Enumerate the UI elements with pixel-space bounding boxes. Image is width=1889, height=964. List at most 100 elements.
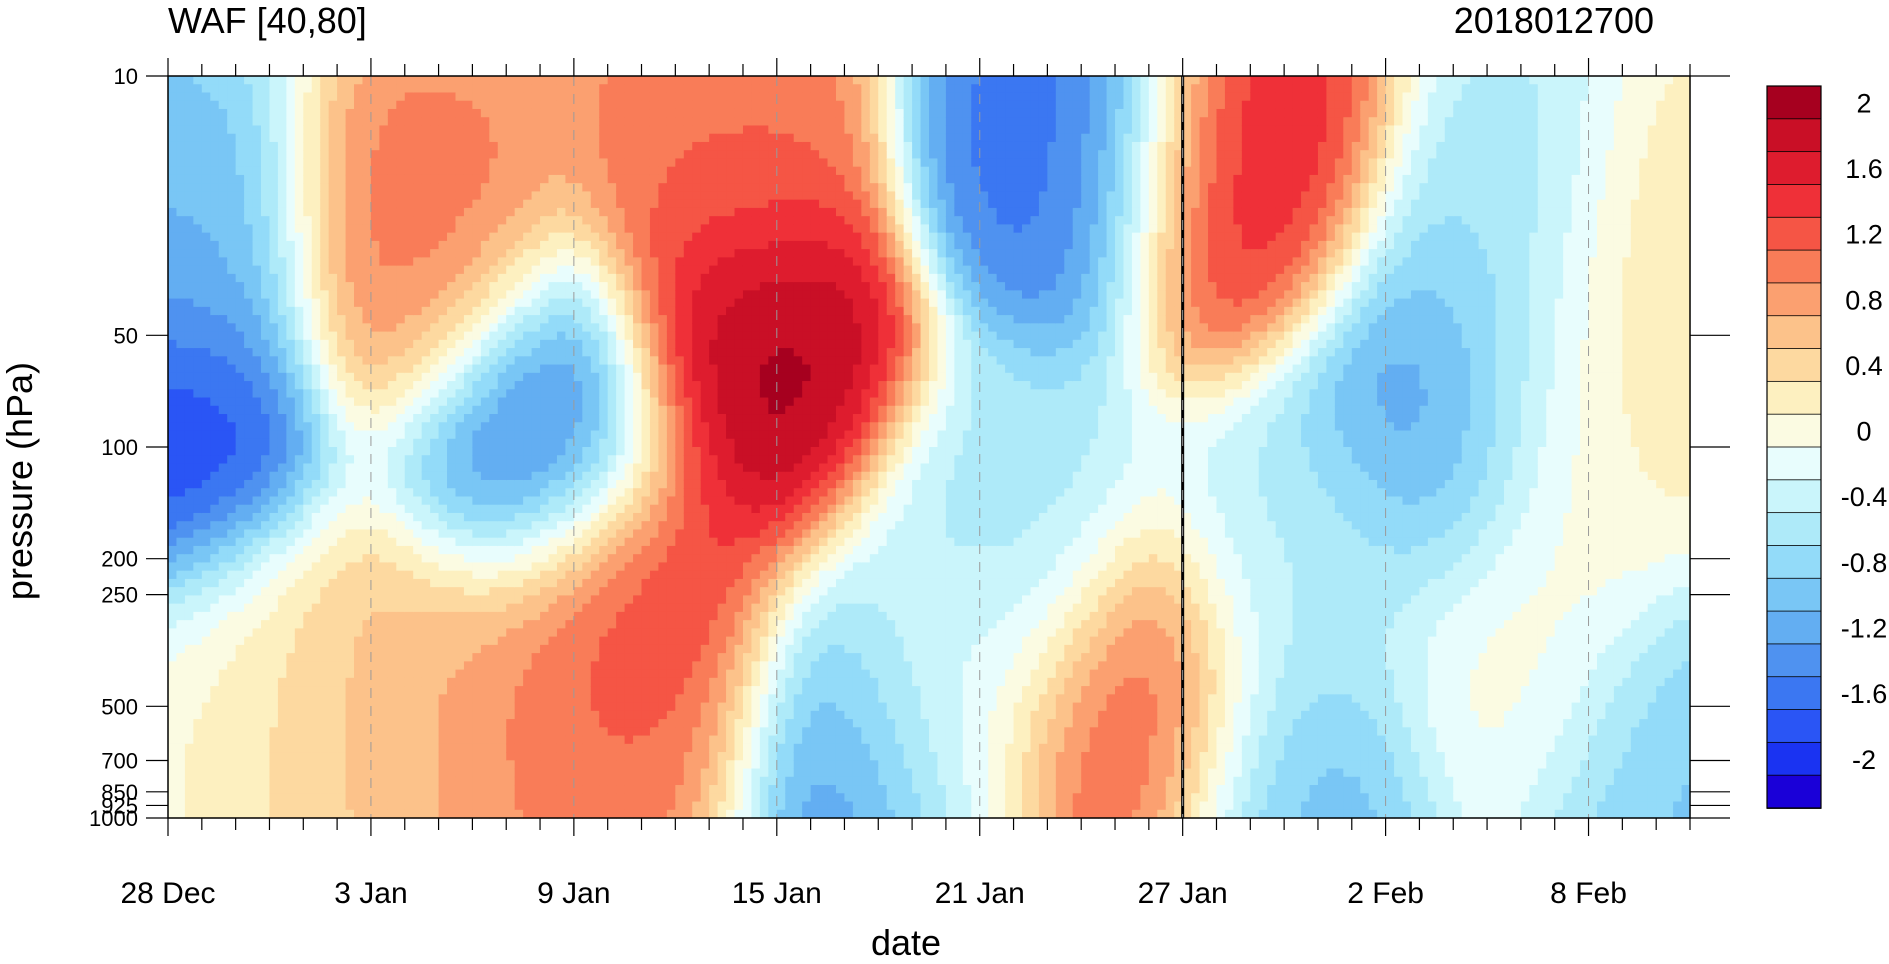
field-cell — [565, 166, 575, 176]
field-cell — [168, 158, 178, 168]
field-cell — [396, 512, 406, 522]
field-cell — [252, 199, 262, 209]
field-cell — [396, 356, 406, 366]
field-cell — [261, 463, 271, 473]
field-cell — [556, 620, 567, 629]
field-cell — [362, 199, 372, 209]
field-cell — [455, 298, 465, 308]
field-cell — [354, 463, 364, 473]
field-cell — [413, 587, 423, 596]
field-cell — [176, 315, 186, 324]
field-cell — [565, 125, 575, 135]
field-cell — [201, 422, 211, 432]
field-cell — [328, 191, 338, 201]
field-cell — [489, 117, 499, 127]
field-cell — [455, 471, 465, 481]
field-cell — [489, 298, 499, 308]
field-cell — [396, 554, 406, 564]
field-cell — [387, 141, 397, 151]
field-cell — [176, 727, 186, 737]
field-cell — [320, 488, 330, 498]
field-cell — [303, 158, 313, 168]
field-cell — [218, 809, 228, 819]
field-cell — [430, 158, 440, 168]
field-cell — [404, 694, 414, 704]
field-cell — [565, 298, 575, 308]
field-cell — [590, 364, 600, 374]
field-cell — [286, 430, 296, 440]
field-cell — [354, 512, 364, 522]
field-cell — [506, 562, 516, 572]
field-cell — [624, 414, 634, 423]
field-cell — [455, 768, 465, 778]
field-cell — [396, 397, 406, 407]
field-cell — [421, 785, 431, 794]
field-cell — [590, 405, 600, 415]
field-cell — [379, 669, 389, 679]
field-cell — [193, 496, 203, 506]
field-cell — [227, 125, 237, 135]
field-cell — [379, 141, 389, 151]
field-cell — [244, 249, 254, 258]
field-cell — [261, 562, 271, 572]
field-cell — [421, 636, 431, 646]
field-cell — [506, 92, 516, 102]
field-cell — [252, 224, 262, 234]
field-cell — [480, 348, 490, 357]
field-cell — [480, 364, 490, 374]
field-cell — [261, 183, 271, 193]
field-cell — [556, 92, 567, 102]
field-cell — [201, 232, 211, 242]
field-cell — [447, 199, 457, 209]
field-cell — [261, 521, 271, 531]
field-cell — [320, 438, 330, 448]
field-cell — [345, 628, 355, 638]
field-cell — [362, 702, 372, 712]
field-cell — [210, 727, 220, 737]
field-cell — [235, 100, 245, 110]
field-cell — [540, 125, 550, 135]
field-cell — [227, 216, 237, 225]
field-cell — [235, 306, 245, 316]
field-cell — [514, 100, 524, 110]
field-cell — [387, 760, 397, 770]
field-cell — [506, 298, 516, 308]
field-cell — [294, 257, 304, 267]
field-cell — [320, 710, 330, 720]
field-cell — [633, 331, 643, 341]
field-cell — [286, 545, 296, 555]
field-cell — [616, 611, 626, 621]
field-cell — [573, 719, 583, 728]
field-cell — [261, 364, 271, 374]
field-cell — [548, 793, 558, 803]
field-cell — [489, 331, 499, 341]
field-cell — [227, 257, 237, 267]
field-cell — [176, 620, 186, 629]
field-cell — [548, 265, 558, 275]
field-cell — [573, 191, 583, 201]
field-cell — [607, 677, 617, 687]
field-cell — [438, 801, 448, 811]
field-cell — [370, 240, 380, 250]
field-cell — [303, 438, 313, 448]
field-cell — [531, 216, 541, 225]
field-cell — [286, 240, 296, 250]
field-cell — [514, 735, 524, 745]
field-cell — [235, 117, 245, 127]
field-cell — [599, 545, 609, 555]
field-cell — [556, 595, 567, 605]
field-cell — [455, 595, 465, 605]
field-cell — [345, 455, 355, 465]
field-cell — [370, 290, 380, 300]
field-cell — [294, 76, 304, 85]
field-cell — [277, 620, 287, 629]
field-cell — [269, 133, 279, 143]
field-cell — [244, 232, 254, 242]
field-cell — [463, 282, 473, 291]
field-cell — [311, 611, 321, 621]
field-cell — [599, 488, 609, 498]
field-cell — [320, 785, 330, 794]
field-cell — [201, 636, 211, 646]
field-cell — [320, 232, 330, 242]
field-cell — [269, 174, 279, 184]
